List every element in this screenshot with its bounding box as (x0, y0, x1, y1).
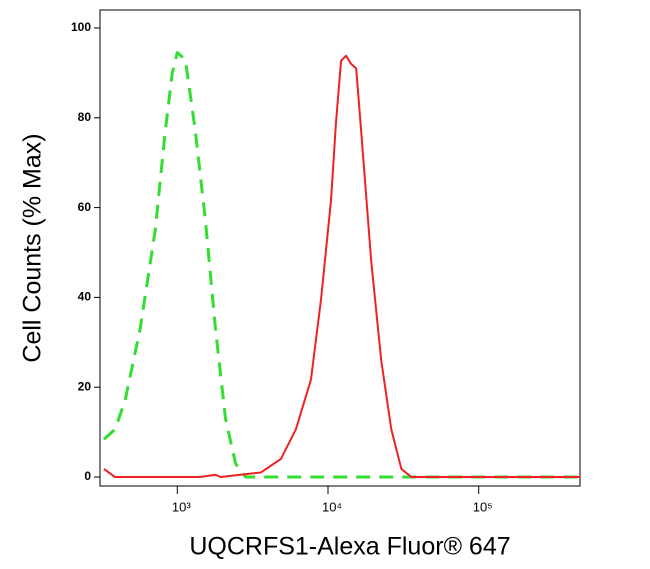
y-tick-label: 40 (78, 290, 92, 304)
x-axis-title: UQCRFS1-Alexa Fluor® 647 (189, 533, 510, 561)
y-tick-label: 80 (78, 110, 92, 124)
plot-frame (99, 9, 581, 487)
x-tick-label: 10⁵ (473, 499, 493, 514)
y-tick-label: 20 (78, 379, 92, 393)
x-tick-label: 10⁴ (322, 499, 342, 514)
y-tick-label: 100 (71, 20, 91, 34)
x-tick-label: 10³ (172, 499, 191, 514)
series-line (102, 51, 580, 479)
series-line (103, 54, 580, 479)
y-tick-label: 0 (84, 469, 91, 483)
y-axis-title: Cell Counts (% Max) (19, 133, 47, 362)
y-tick-label: 60 (78, 200, 92, 214)
